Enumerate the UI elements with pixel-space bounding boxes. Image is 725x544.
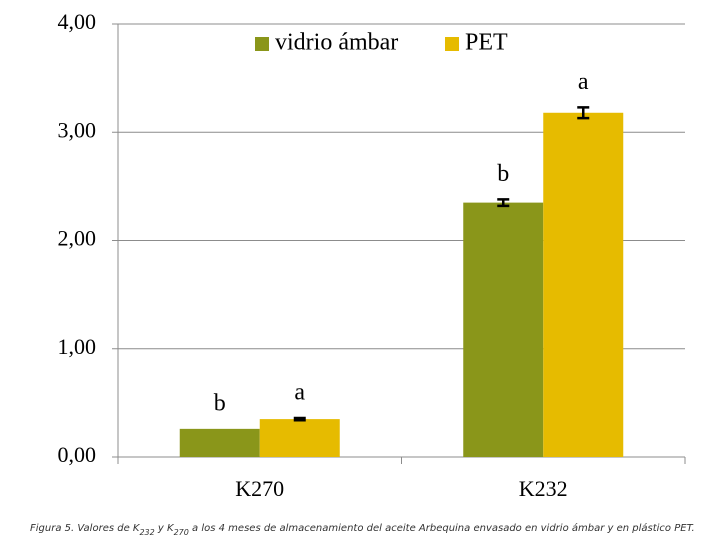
significance-letter: a: [294, 380, 305, 406]
legend-label: PET: [465, 30, 508, 56]
y-tick-label: 2,00: [58, 226, 97, 251]
significance-letter: b: [497, 161, 509, 187]
caption-text: a los 4 meses de almacenamiento del acei…: [189, 522, 695, 534]
y-tick-label: 1,00: [58, 334, 97, 359]
x-tick-label: K232: [519, 476, 568, 501]
caption-text: y K: [155, 523, 175, 534]
caption-text: Figura 5. Valores de K: [30, 523, 141, 534]
legend-swatch: [445, 37, 459, 51]
error-bar: [577, 106, 590, 120]
y-tick-label: 0,00: [58, 442, 97, 467]
figure-caption: Figura 5. Valores de K232 y K270 a los 4…: [30, 522, 695, 537]
caption-subscript: 232: [139, 528, 154, 537]
bar: [179, 428, 260, 457]
error-bar: [497, 198, 510, 208]
significance-letter: a: [578, 69, 589, 95]
bar: [463, 202, 544, 457]
bar: [543, 112, 624, 457]
bar: [259, 419, 340, 457]
legend-swatch: [255, 37, 269, 51]
significance-letter: b: [214, 390, 226, 416]
y-tick-label: 3,00: [58, 117, 97, 142]
x-tick-label: K270: [235, 476, 284, 501]
legend-label: vidrio ámbar: [275, 30, 398, 56]
error-bar: [293, 416, 306, 422]
y-tick-label: 4,00: [58, 9, 97, 34]
caption-subscript: 270: [174, 528, 189, 537]
